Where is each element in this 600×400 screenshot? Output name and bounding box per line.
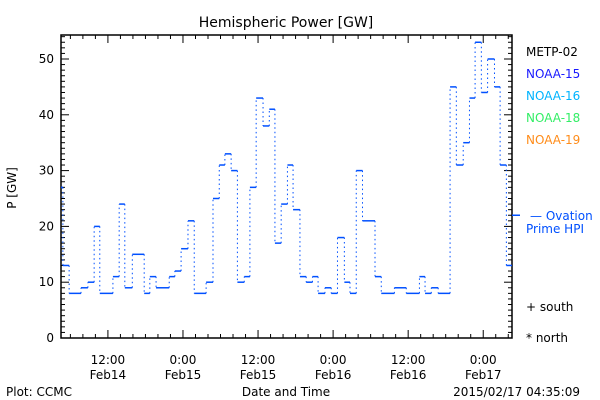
y-tick-label: 50 [39,52,54,66]
y-axis-label: P [GW] [5,167,19,209]
x-tick-label-time: 12:00 [391,353,426,367]
legend-item: NOAA-19 [526,133,580,147]
legend-item: NOAA-18 [526,111,580,125]
plot-credit: Plot: CCMC [6,385,72,399]
y-tick-label: 10 [39,275,54,289]
ovation-label-2: Prime HPI [526,222,584,236]
x-tick-label-time: 0:00 [320,353,347,367]
legend-item: NOAA-16 [526,89,580,103]
y-tick-label: 30 [39,164,54,178]
x-tick-label-date: Feb15 [240,368,277,382]
series-ovation [61,41,520,295]
x-tick-label-date: Feb14 [90,368,127,382]
x-tick-label-time: 12:00 [241,353,276,367]
marker-north: * north [526,331,568,345]
chart-title: Hemispheric Power [GW] [199,15,374,31]
x-tick-label-date: Feb15 [165,368,202,382]
marker-south: + south [526,300,573,314]
legend-item: METP-02 [526,45,578,59]
y-tick-label: 40 [39,108,54,122]
axes: 0102030405012:00Feb140:00Feb1512:00Feb15… [39,34,513,382]
x-tick-label-time: 12:00 [91,353,126,367]
legend-item: NOAA-15 [526,67,580,81]
x-tick-label-date: Feb16 [390,368,427,382]
plot-frame [60,34,513,339]
x-tick-label-date: Feb17 [465,368,502,382]
timestamp: 2015/02/17 04:35:09 [453,385,580,399]
ovation-label-1: — Ovation [530,209,593,223]
x-tick-label-time: 0:00 [169,353,196,367]
y-tick-label: 20 [39,219,54,233]
legend: METP-02 NOAA-15 NOAA-16 NOAA-18 NOAA-19 [526,45,580,147]
x-tick-label-time: 0:00 [470,353,497,367]
y-tick-label: 0 [46,331,54,345]
x-tick-label-date: Feb16 [315,368,352,382]
x-axis-label: Date and Time [242,385,330,399]
